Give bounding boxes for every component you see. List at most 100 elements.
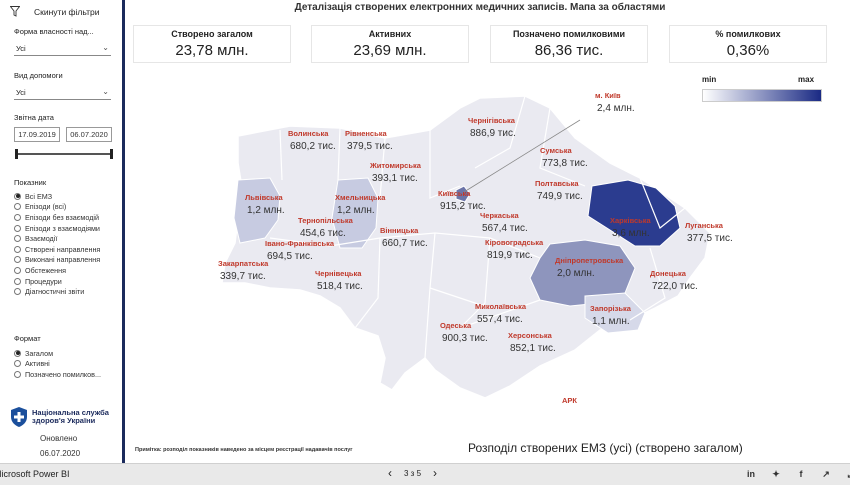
radio-dot[interactable] — [14, 370, 21, 378]
indicator-option-label: Епізоди (всі) — [25, 202, 67, 212]
region-zaporizka-shape[interactable] — [584, 292, 646, 334]
indicator-option[interactable]: Створені направлення — [14, 244, 100, 255]
nszu-logo: Національна служба здоров'я України — [10, 406, 118, 428]
format-option[interactable]: Загалом — [14, 348, 101, 359]
nszu-shield-icon — [11, 407, 27, 427]
region-khmelnytska-shape[interactable] — [331, 177, 379, 249]
date-to-input[interactable]: 06.07.2020 — [66, 127, 112, 142]
previous-page-icon[interactable]: ‹ — [388, 466, 392, 480]
indicator-option[interactable]: Епізоди без взаємодій — [14, 212, 100, 223]
help-type-value: Усі — [16, 88, 26, 97]
filter-icon — [10, 6, 20, 17]
date-slider-start-handle[interactable] — [15, 149, 18, 159]
radio-dot[interactable] — [14, 213, 21, 221]
indicator-option[interactable]: Виконані направлення — [14, 255, 100, 266]
reset-filters-button[interactable]: Скинути фільтри — [10, 6, 100, 17]
date-slider-end-handle[interactable] — [110, 149, 113, 159]
region-name-label: АРК — [562, 396, 577, 405]
radio-dot[interactable] — [14, 192, 21, 200]
powerbi-bottom-bar: Microsoft Power BI ‹ 3 з 5 › in ✦ f ↗ ⤢ — [0, 463, 850, 485]
linkedin-icon[interactable]: in — [747, 469, 755, 479]
map-country-outline — [221, 95, 711, 399]
radio-dot[interactable] — [14, 256, 21, 264]
radio-dot[interactable] — [14, 224, 21, 232]
next-page-icon[interactable]: › — [433, 466, 438, 480]
filter-sidebar: Скинути фільтри Форма власності над... У… — [0, 0, 125, 463]
region-name-label: Чернівецька — [315, 269, 362, 278]
twitter-icon[interactable]: ✦ — [772, 468, 780, 479]
region-name-label: Житомирська — [369, 161, 422, 170]
facebook-icon[interactable]: f — [799, 469, 803, 479]
radio-dot[interactable] — [14, 266, 21, 274]
radio-dot[interactable] — [14, 277, 21, 285]
indicator-option[interactable]: Процедури — [14, 276, 100, 287]
region-value-label: 660,7 тис. — [382, 238, 428, 249]
region-value-label: 379,5 тис. — [347, 141, 393, 152]
region-name-label: Херсонська — [508, 331, 553, 340]
region-name-label: Вінницька — [380, 226, 419, 235]
sidebar-divider — [122, 0, 125, 463]
kpi-label: Позначено помилковими — [512, 29, 626, 39]
region-name-label: Кіровоградська — [485, 238, 544, 247]
radio-dot[interactable] — [14, 288, 21, 296]
region-name-label: Рівненська — [345, 129, 387, 138]
region-value-label: 900,3 тис. — [442, 333, 488, 344]
radio-dot[interactable] — [14, 245, 21, 253]
region-value-label: 819,9 тис. — [487, 250, 533, 261]
radio-dot[interactable] — [14, 349, 21, 357]
region-value-label: 749,9 тис. — [537, 191, 583, 202]
region-value-label: 339,7 тис. — [220, 271, 266, 282]
oblast-borders — [269, 95, 686, 359]
kpi-label: Активних — [368, 29, 412, 39]
region-labels: Волинська 680,2 тис. Рівненська 379,5 тис. Ж… — [218, 91, 733, 405]
ownership-select[interactable]: Усі ⌄ — [14, 42, 111, 56]
date-slider-track[interactable] — [16, 153, 112, 155]
radio-dot[interactable] — [14, 235, 21, 243]
region-name-label: Луганська — [685, 221, 724, 230]
updated-label: Оновлено — [40, 434, 78, 443]
indicator-option-label: Обстеження — [25, 265, 66, 275]
format-option[interactable]: Позначено помилков... — [14, 369, 101, 380]
reset-filters-label: Скинути фільтри — [34, 6, 100, 17]
indicator-label: Показник — [14, 178, 47, 187]
format-option[interactable]: Активні — [14, 359, 101, 370]
region-value-label: 454,6 тис. — [300, 228, 346, 239]
region-value-label: 393,1 тис. — [372, 173, 418, 184]
kpi-value: 86,36 тис. — [534, 42, 604, 59]
indicator-radio-group: Всі ЕМЗ Епізоди (всі) Епізоди без взаємоді… — [14, 191, 100, 297]
indicator-option[interactable]: Діагностичні звіти — [14, 286, 100, 297]
share-icon[interactable]: ↗ — [822, 468, 830, 479]
kpi-created-total: Створено загалом 23,78 млн. — [133, 25, 291, 63]
kpi-label: % помилкових — [715, 29, 781, 39]
indicator-option[interactable]: Епізоди з взаємодіями — [14, 223, 100, 234]
region-value-label: 694,5 тис. — [267, 251, 313, 262]
radio-dot[interactable] — [14, 203, 21, 211]
indicator-option-label: Виконані направлення — [25, 255, 101, 265]
region-name-label: Одеська — [440, 321, 472, 330]
fullscreen-icon[interactable]: ⤢ — [845, 468, 850, 480]
region-value-label: 915,2 тис. — [440, 201, 486, 212]
indicator-option[interactable]: Взаємодії — [14, 233, 100, 244]
indicator-option[interactable]: Всі ЕМЗ — [14, 191, 100, 202]
date-from-input[interactable]: 17.09.2019 — [14, 127, 60, 142]
help-type-select[interactable]: Усі ⌄ — [14, 86, 111, 100]
indicator-option[interactable]: Епізоди (всі) — [14, 202, 100, 213]
ukraine-choropleth-map[interactable]: Волинська 680,2 тис. Рівненська 379,5 тис. Ж… — [130, 68, 830, 438]
region-name-label: Черкаська — [480, 211, 519, 220]
region-lvivska-shape[interactable] — [233, 177, 281, 244]
chevron-down-icon: ⌄ — [102, 87, 109, 96]
help-type-label: Вид допомоги — [14, 71, 63, 80]
region-value-label: 377,5 тис. — [687, 233, 733, 244]
map-caption: Розподіл створених ЕМЗ (усі) (створено з… — [468, 441, 743, 455]
region-name-label: Миколаївська — [475, 302, 527, 311]
region-name-label: Дніпропетровська — [555, 256, 624, 265]
radio-dot[interactable] — [14, 360, 21, 368]
indicator-option[interactable]: Обстеження — [14, 265, 100, 276]
region-name-label: Закарпатська — [218, 259, 269, 268]
format-radio-group: Загалом Активні Позначено помилков... — [14, 348, 101, 380]
region-value-label: 1,2 млн. — [337, 205, 375, 216]
indicator-option-label: Епізоди з взаємодіями — [25, 223, 100, 233]
region-value-label: 557,4 тис. — [477, 314, 523, 325]
legend-max-label: max — [798, 75, 815, 84]
region-value-label: 852,1 тис. — [510, 343, 556, 354]
